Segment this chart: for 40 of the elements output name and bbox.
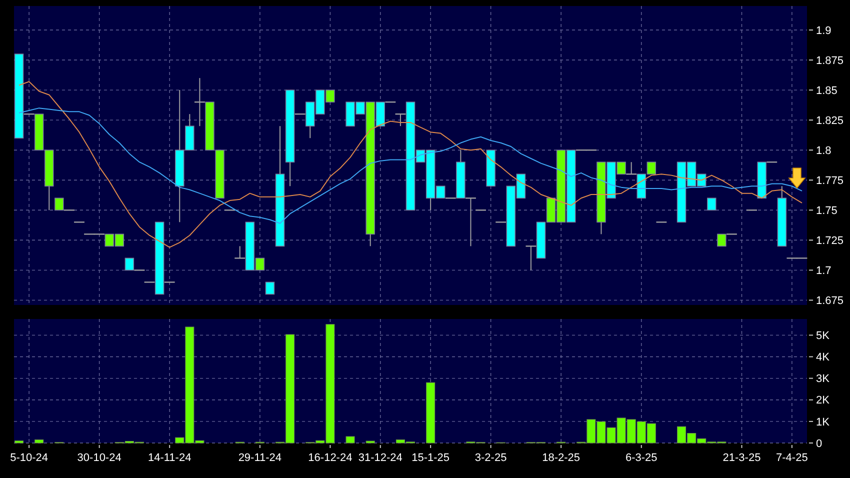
- y-tick-label: 3K: [816, 373, 830, 386]
- x-tick-label: 14-11-24: [148, 452, 192, 464]
- bar: [346, 436, 355, 444]
- x-tick-label: 16-12-24: [308, 452, 352, 464]
- line-series: [18, 81, 802, 248]
- y-tick-label: 1.775: [816, 174, 844, 187]
- y-tick-label: 0: [816, 438, 822, 450]
- y-tick-label: 1.9: [816, 24, 832, 37]
- y-tick-label: 1.75: [816, 204, 838, 217]
- y-tick-label: 1K: [816, 416, 830, 428]
- y-tick-label: 1.85: [816, 84, 838, 97]
- x-tick-label: 7-4-25: [776, 452, 808, 464]
- candlestick: [265, 282, 275, 295]
- x-tick-label: 15-1-25: [412, 452, 450, 464]
- candlestick: [707, 198, 716, 211]
- x-tick-label: 31-12-24: [358, 452, 402, 464]
- candlestick: [526, 246, 536, 271]
- candlestick: [717, 234, 726, 247]
- y-tick-label: 1.7: [816, 265, 832, 278]
- x-tick-label: 3-2-25: [474, 452, 507, 464]
- candlestick: [54, 198, 64, 211]
- y-tick-label: 1.675: [816, 295, 844, 308]
- bar: [34, 439, 44, 444]
- y-tick-label: 1.825: [816, 114, 844, 127]
- y-tick-label: 4K: [816, 352, 830, 364]
- x-tick-label: 18-2-25: [542, 452, 580, 464]
- y-tick-label: 5K: [816, 330, 830, 342]
- y-tick-label: 2K: [816, 394, 830, 407]
- x-tick-label: 5-10-24: [10, 452, 48, 464]
- y-tick-label: 1.725: [816, 235, 844, 248]
- x-tick-label: 29-11-24: [238, 452, 282, 464]
- x-tick-label: 30-10-24: [77, 452, 122, 464]
- bar: [426, 382, 436, 444]
- bar: [14, 440, 24, 444]
- x-tick-label: 6-3-25: [625, 452, 658, 464]
- y-tick-label: 1.8: [816, 144, 832, 157]
- candlestick: [124, 258, 134, 271]
- x-tick-label: 21-3-25: [722, 452, 761, 464]
- y-tick-label: 1.875: [816, 54, 844, 67]
- candlestick: [234, 246, 246, 259]
